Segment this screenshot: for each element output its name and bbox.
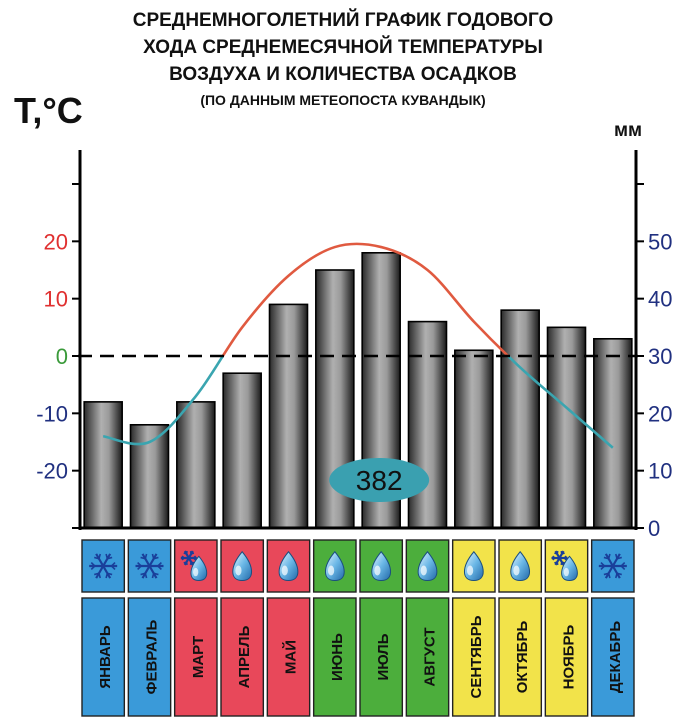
chart-subtitle: (ПО ДАННЫМ МЕТЕОПОСТА КУВАНДЫК) <box>200 92 486 108</box>
left-tick-label: 0 <box>56 344 68 369</box>
right-tick-label: 30 <box>648 344 672 369</box>
month-label-box <box>498 597 543 717</box>
right-tick-label: 40 <box>648 287 672 312</box>
month-column-3: АПРЕЛЬ <box>220 539 265 717</box>
raindrop-icon <box>463 550 484 582</box>
snowflake-icon <box>598 553 627 579</box>
raindrop-icon <box>278 550 299 582</box>
month-column-2: МАРТ <box>173 539 218 717</box>
month-label: МАЙ <box>282 640 300 674</box>
month-label-box <box>173 597 218 717</box>
month-label: СЕНТЯБРЬ <box>468 615 485 698</box>
precip-bar-3 <box>222 372 262 529</box>
annual-total-value: 382 <box>356 465 403 496</box>
right-tick-label: 50 <box>648 229 672 254</box>
right-tick-label: 10 <box>648 459 672 484</box>
chart-title-line-3: ВОЗДУХА И КОЛИЧЕСТВА ОСАДКОВ <box>169 64 517 85</box>
month-label: ИЮНЬ <box>329 633 346 681</box>
snow-rain-icon <box>180 550 208 582</box>
precip-bar-4 <box>268 303 309 529</box>
month-column-1: ФЕВРАЛЬ <box>127 539 172 717</box>
month-column-7: АВГУСТ <box>405 539 450 717</box>
month-label: ФЕВРАЛЬ <box>144 619 161 694</box>
month-label-box <box>590 597 635 717</box>
month-label: МАРТ <box>190 636 207 678</box>
month-label-box <box>405 597 450 717</box>
month-column-8: СЕНТЯБРЬ <box>451 539 496 717</box>
precip-bar-8 <box>454 349 494 529</box>
snowflake-icon <box>135 553 164 579</box>
left-tick-label: -10 <box>36 401 68 426</box>
chart-title-line-1: СРЕДНЕМНОГОЛЕТНИЙ ГРАФИК ГОДОВОГО <box>132 10 554 31</box>
month-column-10: НОЯБРЬ <box>544 539 589 717</box>
month-label: ОКТЯБРЬ <box>514 621 531 694</box>
right-tick-label: 0 <box>648 516 660 541</box>
precip-bar-7 <box>407 320 448 529</box>
raindrop-icon <box>510 550 531 582</box>
precip-bar-0 <box>83 401 123 529</box>
month-label-box <box>220 597 265 717</box>
left-tick-label: -20 <box>36 459 68 484</box>
right-axis-unit: мм <box>614 120 643 141</box>
snow-rain-icon <box>551 550 578 582</box>
month-label: ИЮЛЬ <box>375 633 392 680</box>
raindrop-icon <box>371 550 392 582</box>
precip-bar-1 <box>129 423 170 529</box>
month-label-box <box>266 597 311 717</box>
month-column-9: ОКТЯБРЬ <box>498 539 543 717</box>
raindrop-icon <box>324 550 345 582</box>
left-tick-label: 20 <box>44 229 68 254</box>
month-column-11: ДЕКАБРЬ <box>590 539 635 717</box>
left-tick-label: 10 <box>44 287 68 312</box>
left-axis-unit: Т,°С <box>14 90 83 131</box>
month-label: НОЯБРЬ <box>561 624 578 689</box>
month-label: ЯНВАРЬ <box>97 625 114 689</box>
precip-bar-2 <box>176 401 216 529</box>
month-column-4: МАЙ <box>266 539 311 717</box>
chart-title-line-2: ХОДА СРЕДНЕМЕСЯЧНОЙ ТЕМПЕРАТУРЫ <box>143 37 543 58</box>
month-label: АВГУСТ <box>422 627 439 686</box>
raindrop-icon <box>417 550 438 582</box>
month-label-box <box>451 597 496 717</box>
month-label-box <box>81 597 126 717</box>
temperature-line-below-zero <box>102 356 614 449</box>
precip-bar-9 <box>500 309 540 529</box>
annual-total-badge <box>329 458 430 502</box>
month-column-6: ИЮЛЬ <box>359 539 404 717</box>
snowflake-icon <box>89 553 118 579</box>
temperature-line-above-zero <box>221 242 510 356</box>
month-column-5: ИЮНЬ <box>312 539 357 717</box>
month-label-box <box>312 597 357 717</box>
precip-bar-11 <box>593 337 633 529</box>
month-label-box <box>127 597 172 717</box>
right-tick-label: 20 <box>648 401 672 426</box>
month-column-0: ЯНВАРЬ <box>81 539 126 717</box>
month-label: АПРЕЛЬ <box>236 625 253 688</box>
month-label-box <box>544 597 589 717</box>
precip-bar-10 <box>546 326 587 529</box>
month-label: ДЕКАБРЬ <box>607 621 624 693</box>
raindrop-icon <box>232 550 253 582</box>
month-label-box <box>359 597 404 717</box>
